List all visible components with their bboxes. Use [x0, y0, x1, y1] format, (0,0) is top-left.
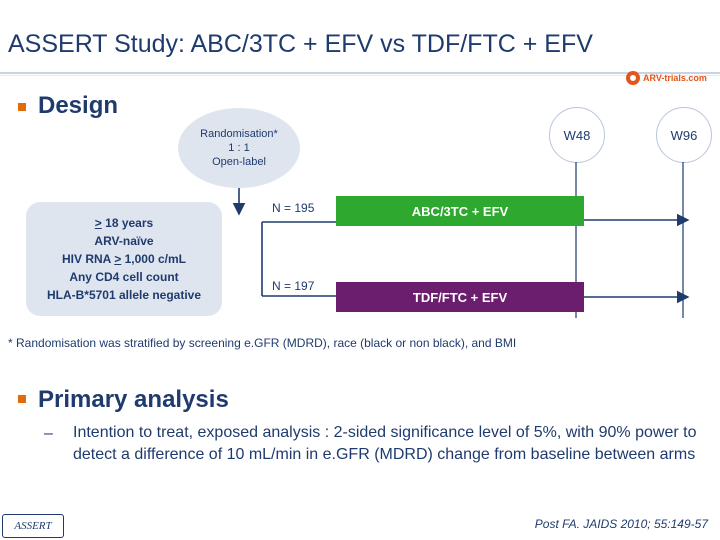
arv-trials-logo-icon [626, 71, 640, 85]
arm-abc-label: ABC/3TC + EFV [411, 203, 509, 219]
slide-title: ASSERT Study: ABC/3TC + EFV vs TDF/FTC +… [8, 30, 593, 58]
arv-trials-logo-text: ARV-trials.com [643, 73, 707, 83]
arm-tdf-n-label: N = 197 [272, 279, 315, 293]
assert-study-logo: ASSERT [2, 514, 64, 538]
primary-analysis-text: Intention to treat, exposed analysis : 2… [73, 424, 697, 463]
design-heading: Design [38, 92, 119, 119]
criteria-hiv-rna: HIV RNA > 1,000 c/mL [62, 252, 186, 266]
week-96-label: W96 [670, 127, 698, 143]
randomisation-ratio: 1 : 1 [228, 142, 250, 154]
title-divider-secondary [0, 75, 720, 76]
inclusion-criteria-box: > 18 years ARV-naïve HIV RNA > 1,000 c/m… [26, 202, 222, 316]
randomisation-type: Open-label [212, 156, 266, 168]
citation: Post FA. JAIDS 2010; 55:149-57 [534, 517, 708, 531]
primary-heading: Primary analysis [38, 386, 229, 413]
criteria-cd4: Any CD4 cell count [69, 270, 179, 284]
arv-trials-logo: ARV-trials.com [626, 70, 707, 86]
arm-tdf-bar: TDF/FTC + EFV [336, 282, 584, 312]
title-divider [0, 72, 720, 74]
arm-abc-n-label: N = 195 [272, 201, 315, 215]
week-96-circle: W96 [656, 107, 712, 163]
arm-abc-bar: ABC/3TC + EFV [336, 196, 584, 226]
week-48-label: W48 [563, 127, 591, 143]
randomisation-footnote: * Randomisation was stratified by screen… [8, 336, 517, 350]
criteria-arv-naive: ARV-naïve [94, 234, 154, 248]
arm-tdf-label: TDF/FTC + EFV [412, 289, 508, 305]
design-bullet-icon [18, 103, 26, 111]
week-48-circle: W48 [549, 107, 605, 163]
criteria-hla: HLA-B*5701 allele negative [46, 288, 202, 302]
criteria-age: > 18 years [94, 216, 154, 230]
primary-dash: – [44, 425, 53, 442]
randomisation-label: Randomisation* [200, 128, 278, 140]
primary-bullet-icon [18, 395, 26, 403]
randomisation-circle: Randomisation* 1 : 1 Open-label [178, 108, 300, 188]
